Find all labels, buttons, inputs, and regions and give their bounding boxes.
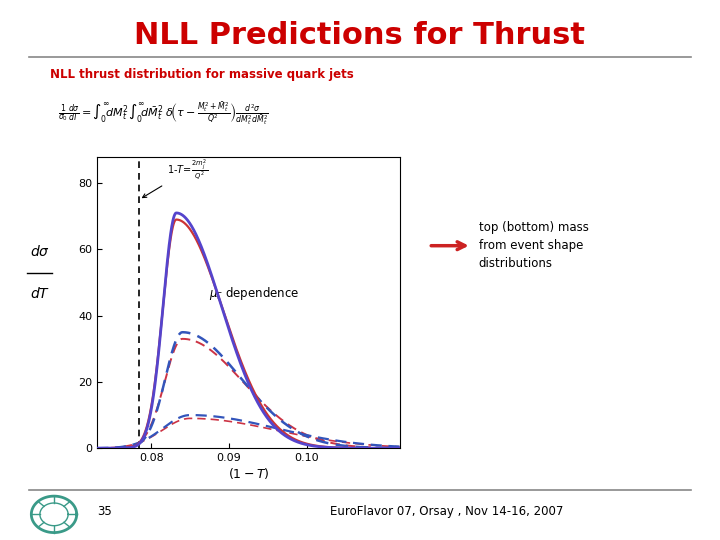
Text: $\frac{1}{\sigma_0}\frac{d\sigma}{dT} = \int_0^\infty\!\!dM_t^2\int_0^\infty\!\!: $\frac{1}{\sigma_0}\frac{d\sigma}{dT} = …	[58, 100, 269, 126]
Text: NLL Predictions for Thrust: NLL Predictions for Thrust	[135, 21, 585, 50]
Text: $dT$: $dT$	[30, 286, 50, 301]
Text: NLL thrust distribution for massive quark jets: NLL thrust distribution for massive quar…	[50, 68, 354, 82]
Text: $d\sigma$: $d\sigma$	[30, 244, 50, 259]
Text: top (bottom) mass
from event shape
distributions: top (bottom) mass from event shape distr…	[479, 221, 589, 270]
Text: EuroFlavor 07, Orsay , Nov 14-16, 2007: EuroFlavor 07, Orsay , Nov 14-16, 2007	[330, 505, 563, 518]
Text: $1$-$T\!=\!\frac{2m_j^2}{Q^2}$: $1$-$T\!=\!\frac{2m_j^2}{Q^2}$	[143, 158, 208, 198]
X-axis label: $(1-T)$: $(1-T)$	[228, 466, 269, 481]
Text: 35: 35	[97, 505, 112, 518]
Text: $\mu_\Gamma$ dependence: $\mu_\Gamma$ dependence	[210, 285, 300, 301]
